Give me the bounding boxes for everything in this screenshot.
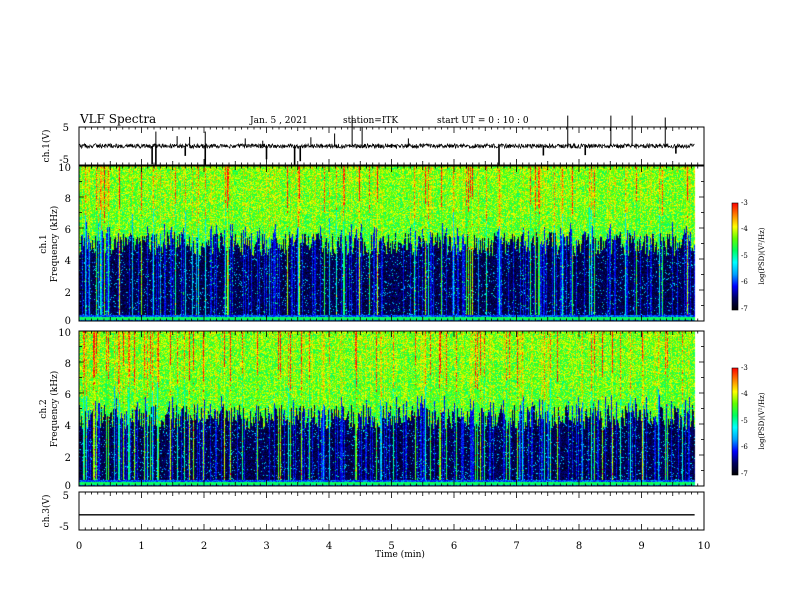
ch1-spectrogram-frame (78, 165, 705, 322)
ch2-frequency-axis-label: Frequency (kHz) (49, 371, 60, 448)
ch2-cb-tick--7: -7 (741, 470, 748, 478)
ch2-ytick-8: 8 (65, 359, 71, 370)
xtick-0: 0 (76, 541, 82, 552)
ch1-ytick-8: 8 (65, 194, 71, 205)
ch1-ytick-0: 0 (65, 316, 71, 327)
ch1-waveform-panel: 5 -5 ch.1(V) (41, 115, 705, 171)
ch3-ytick-bottom: -5 (59, 522, 69, 533)
ch2-ytick-6: 6 (65, 390, 71, 401)
ch1-cb-tick--4: -4 (741, 225, 748, 233)
header-date: Jan. 5 , 2021 (249, 116, 308, 126)
ch1-colorbar-gradient (732, 203, 738, 310)
ch2-ytick-2: 2 (65, 453, 71, 464)
xtick-1: 1 (138, 541, 144, 552)
ch2-cb-tick--3: -3 (741, 364, 748, 372)
header-start-time: start UT = 0 : 10 : 0 (437, 116, 529, 126)
ch3-waveform-panel: 5 -5 ch.3(V) 0 1 2 3 4 5 6 7 8 9 10 Time… (41, 491, 710, 560)
ch2-ytick-4: 4 (65, 421, 71, 432)
ch2-colorbar-label: log(PSD)(V²/Hz) (758, 392, 766, 449)
ch1-cb-tick--6: -6 (741, 278, 748, 286)
xtick-6: 6 (451, 541, 457, 552)
ch2-colorbar-frame (731, 367, 739, 476)
ch1-spectrogram-ytick-labels: 0 2 4 6 8 10 (58, 163, 71, 327)
ch1-colorbar-frame (731, 202, 739, 311)
ch1-ytick-10: 10 (58, 163, 71, 174)
ch3-ticks (78, 492, 705, 530)
ch1-colorbar-label: log(PSD)(V²/Hz) (758, 227, 766, 284)
ch2-spectrogram-frame (78, 330, 705, 487)
ch3-ytick-top: 5 (63, 491, 69, 502)
ch1-trace (78, 115, 695, 171)
ch1-ytick-2: 2 (65, 288, 71, 299)
ch1-cb-tick--7: -7 (741, 305, 748, 313)
ch1-colorbar: -3 -4 -5 -6 -7 log(PSD)(V²/Hz) (731, 199, 766, 313)
ch1-frequency-axis-label: Frequency (kHz) (49, 206, 60, 283)
ch2-cb-tick--4: -4 (741, 390, 748, 398)
ch2-ytick-10: 10 (58, 328, 71, 339)
xtick-8: 8 (576, 541, 582, 552)
ch3-waveform-frame (78, 491, 705, 531)
ch1-ytick-4: 4 (65, 256, 71, 267)
xtick-9: 9 (638, 541, 644, 552)
ch2-cb-tick--6: -6 (741, 443, 748, 451)
figure-title: VLF Spectra (79, 112, 156, 126)
ch2-spectrogram-channel-label: ch.2 (39, 399, 49, 418)
ch3-y-axis-label: ch.3(V) (41, 495, 52, 528)
x-axis-label: Time (min) (375, 549, 425, 560)
ch2-spectrogram-ytick-labels: 0 2 4 6 8 10 (58, 328, 71, 492)
ch1_waveform-line (78, 142, 695, 150)
ch1-ytick-top: 5 (63, 123, 69, 134)
xtick-7: 7 (513, 541, 519, 552)
ch1-waveform-frame (78, 126, 705, 166)
ch2-spectrogram-heatmap (79, 331, 704, 486)
ch2-spectrogram-panel: 0 2 4 6 8 10 ch.2 Frequency (kHz) -3 -4 … (39, 328, 766, 492)
ch2-ytick-0: 0 (65, 481, 71, 492)
ch1-cb-tick--5: -5 (741, 252, 748, 260)
time-axis-tick-labels: 0 1 2 3 4 5 6 7 8 9 10 (76, 541, 711, 552)
xtick-10: 10 (698, 541, 711, 552)
ch2-cb-tick--5: -5 (741, 417, 748, 425)
header-station: station=ITK (343, 116, 398, 126)
ch1-ytick-bottom: -5 (59, 155, 69, 166)
ch1-spectrogram-panel: 0 2 4 6 8 10 ch.1 Frequency (kHz) -3 -4 … (39, 163, 766, 327)
xtick-3: 3 (263, 541, 269, 552)
xtick-2: 2 (201, 541, 207, 552)
ch1-spectrogram-heatmap (79, 166, 704, 321)
ch1-ytick-6: 6 (65, 225, 71, 236)
xtick-5: 5 (388, 541, 394, 552)
ch1-cb-tick--3: -3 (741, 199, 748, 207)
xtick-4: 4 (326, 541, 332, 552)
ch2-colorbar: -3 -4 -5 -6 -7 log(PSD)(V²/Hz) (731, 364, 766, 478)
ch2-colorbar-gradient (732, 368, 738, 475)
ch1-y-axis-label: ch.1(V) (41, 130, 52, 163)
ch1-spectrogram-channel-label: ch.1 (39, 234, 49, 253)
